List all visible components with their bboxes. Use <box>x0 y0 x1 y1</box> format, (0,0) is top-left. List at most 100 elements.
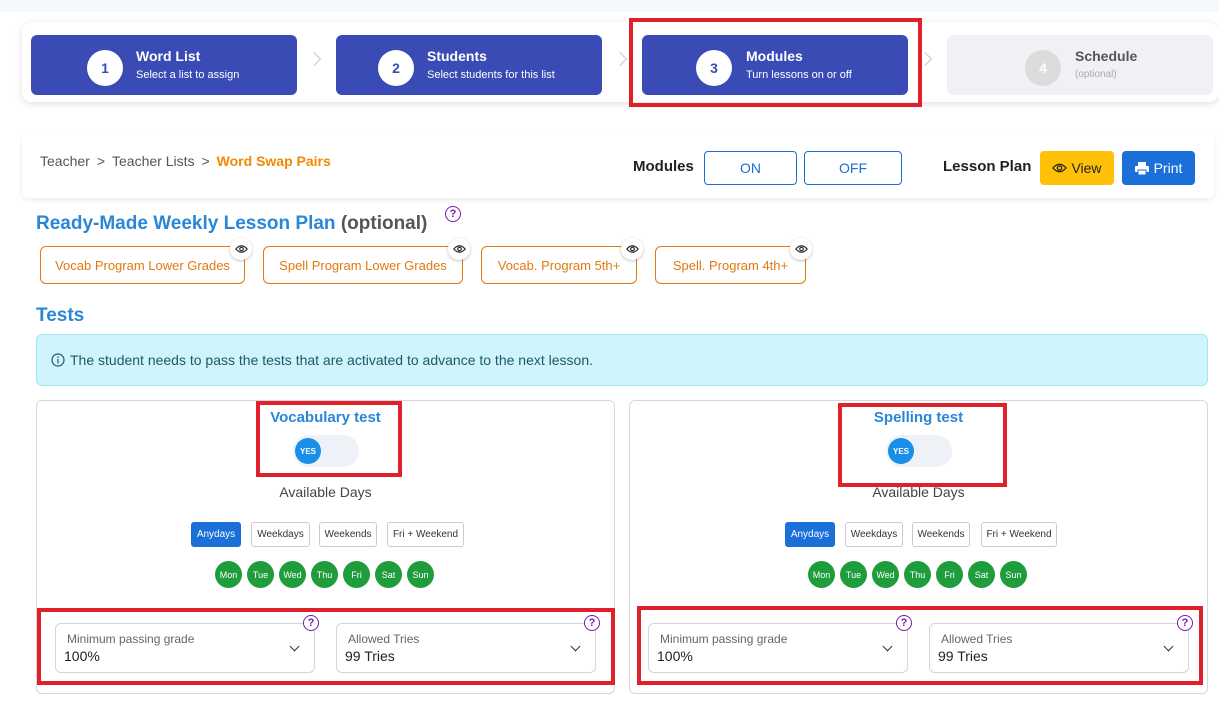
step-title: Modules <box>746 48 803 64</box>
breadcrumb-item[interactable]: Teacher Lists <box>112 153 195 169</box>
min-grade-value: 100% <box>64 648 100 664</box>
day-sat[interactable]: Sat <box>375 561 402 588</box>
step-title: Schedule <box>1075 48 1138 64</box>
min-grade-select[interactable]: Minimum passing grade 100% <box>648 623 908 673</box>
day-option-fri-weekend[interactable]: Fri + Weekend <box>981 522 1057 547</box>
step-modules[interactable]: 3 Modules Turn lessons on or off <box>642 35 908 95</box>
allowed-tries-value: 99 Tries <box>345 648 395 664</box>
lesson-plan-label: Lesson Plan <box>943 158 1032 175</box>
day-option-weekends[interactable]: Weekends <box>319 522 377 547</box>
day-sun[interactable]: Sun <box>1000 561 1027 588</box>
weekly-plan-title: Ready-Made Weekly Lesson Plan (optional) <box>36 213 427 235</box>
day-option-anydays[interactable]: Anydays <box>785 522 835 547</box>
step-students[interactable]: 2 Students Select students for this list <box>336 35 602 95</box>
allowed-tries-select[interactable]: Allowed Tries 99 Tries <box>929 623 1189 673</box>
day-thu[interactable]: Thu <box>904 561 931 588</box>
allowed-tries-label: Allowed Tries <box>348 632 420 646</box>
min-grade-value: 100% <box>657 648 693 664</box>
eye-icon[interactable] <box>621 238 643 260</box>
plan-spell-lower[interactable]: Spell Program Lower Grades <box>263 246 463 284</box>
tests-title: Tests <box>36 305 85 326</box>
step-number: 1 <box>87 50 123 86</box>
modules-label: Modules <box>633 158 694 175</box>
allowed-tries-value: 99 Tries <box>938 648 988 664</box>
day-option-weekdays[interactable]: Weekdays <box>251 522 310 547</box>
toggle-knob: YES <box>295 438 321 464</box>
day-option-fri-weekend[interactable]: Fri + Weekend <box>387 522 464 547</box>
available-days-label: Available Days <box>279 484 372 500</box>
step-subtitle: Select a list to assign <box>136 69 240 81</box>
eye-icon[interactable] <box>230 238 252 260</box>
day-thu[interactable]: Thu <box>311 561 338 588</box>
day-option-weekends[interactable]: Weekends <box>912 522 970 547</box>
modules-off-button[interactable]: OFF <box>804 151 902 185</box>
highlight-box <box>629 18 922 107</box>
allowed-tries-select[interactable]: Allowed Tries 99 Tries <box>336 623 596 673</box>
step-title: Word List <box>136 48 201 64</box>
view-label: View <box>1071 160 1102 176</box>
breadcrumb-separator: > <box>201 153 210 169</box>
vocabulary-test-card: Vocabulary test YES Available Days Anyda… <box>36 400 615 694</box>
breadcrumb-separator: > <box>96 153 105 169</box>
day-option-weekdays[interactable]: Weekdays <box>845 522 903 547</box>
eye-icon[interactable] <box>448 238 470 260</box>
day-sat[interactable]: Sat <box>968 561 995 588</box>
printer-icon <box>1134 161 1149 175</box>
day-option-anydays[interactable]: Anydays <box>191 522 241 547</box>
card-title: Spelling test <box>873 409 964 426</box>
breadcrumb-item[interactable]: Teacher <box>40 153 90 169</box>
step-schedule[interactable]: 4 Schedule (optional) <box>947 35 1213 95</box>
plan-vocab-lower[interactable]: Vocab Program Lower Grades <box>40 246 245 284</box>
step-number: 3 <box>696 50 732 86</box>
highlight-box <box>838 403 1007 487</box>
min-grade-select[interactable]: Minimum passing grade 100% <box>55 623 315 673</box>
chevron-right-icon <box>612 51 628 67</box>
day-wed[interactable]: Wed <box>872 561 899 588</box>
help-icon[interactable]: ? <box>303 615 319 631</box>
plan-spell-4th[interactable]: Spell. Program 4th+ <box>655 246 806 284</box>
spelling-test-toggle[interactable]: YES <box>886 435 952 467</box>
day-wed[interactable]: Wed <box>279 561 306 588</box>
allowed-tries-label: Allowed Tries <box>941 632 1013 646</box>
info-alert: The student needs to pass the tests that… <box>36 334 1208 386</box>
eye-icon <box>1052 163 1068 173</box>
day-fri[interactable]: Fri <box>936 561 963 588</box>
step-title: Students <box>427 48 487 64</box>
step-subtitle: (optional) <box>1075 69 1117 80</box>
optional-label: (optional) <box>340 213 428 234</box>
highlight-box <box>256 401 402 477</box>
step-number: 4 <box>1025 50 1061 86</box>
eye-icon[interactable] <box>790 238 812 260</box>
step-word-list[interactable]: 1 Word List Select a list to assign <box>31 35 297 95</box>
min-grade-label: Minimum passing grade <box>67 632 195 646</box>
plan-vocab-5th[interactable]: Vocab. Program 5th+ <box>481 246 637 284</box>
top-strip <box>0 0 1219 12</box>
view-button[interactable]: View <box>1040 151 1114 185</box>
alert-text: The student needs to pass the tests that… <box>70 352 593 368</box>
day-mon[interactable]: Mon <box>215 561 242 588</box>
day-mon[interactable]: Mon <box>808 561 835 588</box>
step-number: 2 <box>378 50 414 86</box>
help-icon[interactable]: ? <box>896 615 912 631</box>
help-icon[interactable]: ? <box>445 206 461 222</box>
spelling-test-card: Spelling test YES Available Days Anydays… <box>629 400 1208 694</box>
step-subtitle: Turn lessons on or off <box>746 69 852 81</box>
help-icon[interactable]: ? <box>584 615 600 631</box>
day-tue[interactable]: Tue <box>247 561 274 588</box>
weekly-plan-title-text: Ready-Made Weekly Lesson Plan <box>36 213 336 234</box>
breadcrumb: Teacher > Teacher Lists > Word Swap Pairs <box>40 153 331 169</box>
toggle-knob: YES <box>888 438 914 464</box>
day-tue[interactable]: Tue <box>840 561 867 588</box>
vocabulary-test-toggle[interactable]: YES <box>293 435 359 467</box>
min-grade-label: Minimum passing grade <box>660 632 788 646</box>
print-button[interactable]: Print <box>1122 151 1195 185</box>
day-fri[interactable]: Fri <box>343 561 370 588</box>
day-sun[interactable]: Sun <box>407 561 434 588</box>
highlight-box <box>637 606 1203 685</box>
info-icon <box>51 353 65 367</box>
step-bar: 1 Word List Select a list to assign 2 Stu… <box>22 22 1219 102</box>
modules-on-button[interactable]: ON <box>704 151 797 185</box>
step-subtitle: Select students for this list <box>427 69 555 81</box>
chevron-right-icon <box>306 51 322 67</box>
help-icon[interactable]: ? <box>1177 615 1193 631</box>
